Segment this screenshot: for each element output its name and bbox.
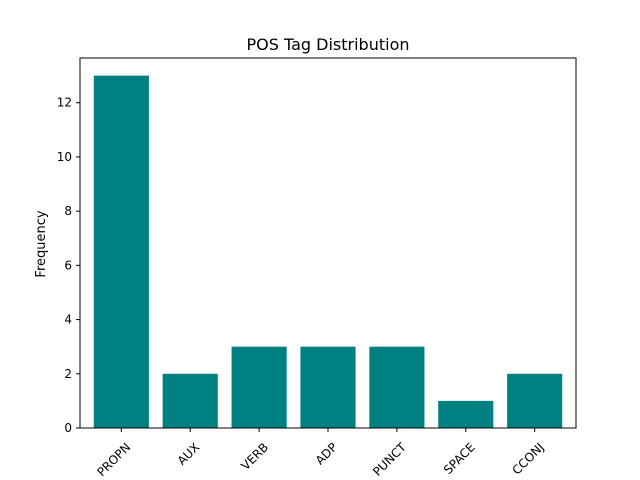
y-tick-label: 2 (64, 367, 72, 381)
bar-verb (231, 346, 287, 428)
y-tick-label: 6 (64, 258, 72, 272)
y-ticks-group: 0 2 4 6 8 10 12 (57, 96, 80, 435)
x-tick-label-adp: ADP (313, 440, 340, 467)
x-tick-label-aux: AUX (175, 440, 203, 468)
y-tick-label: 12 (57, 96, 72, 110)
y-tick-label: 10 (57, 150, 72, 164)
bars-group (93, 75, 563, 428)
chart-title: POS Tag Distribution (247, 35, 410, 54)
y-tick-label: 8 (64, 204, 72, 218)
x-tick-label-propn: PROPN (94, 440, 133, 479)
x-tick-label-punct: PUNCT (370, 440, 409, 479)
x-tick-label-verb: VERB (238, 440, 271, 473)
bar-propn (93, 75, 149, 428)
plot-frame (79, 57, 577, 429)
y-tick-label: 0 (64, 421, 72, 435)
x-tick-label-cconj: CCONJ (509, 440, 546, 477)
bar-cconj (507, 373, 563, 428)
y-tick-label: 4 (64, 313, 72, 327)
bar-adp (300, 346, 356, 428)
x-ticks-group: PROPN AUX VERB ADP PUNCT SPACE CCONJ (94, 428, 547, 479)
bar-aux (162, 373, 218, 428)
y-axis-label: Frequency (34, 210, 49, 277)
x-tick-label-space: SPACE (441, 440, 478, 477)
bar-punct (369, 346, 425, 428)
bar-space (438, 400, 494, 428)
